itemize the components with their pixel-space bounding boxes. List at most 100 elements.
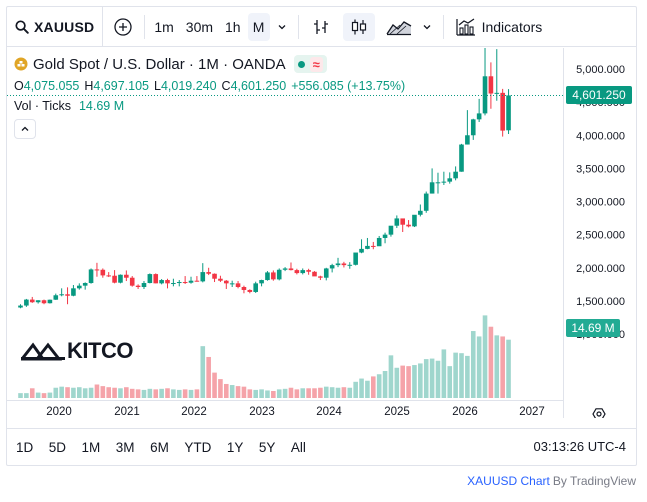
volume-bar — [294, 389, 300, 398]
volume-bar — [306, 388, 311, 398]
y-axis-tick-label: 1,500.000 — [576, 296, 625, 308]
volume-bar — [94, 384, 100, 398]
candle-body — [271, 272, 276, 280]
candle-body — [418, 210, 423, 215]
collapse-legend-button[interactable] — [14, 119, 36, 139]
compare-button[interactable] — [108, 13, 138, 41]
market-open-dot-icon — [297, 60, 305, 68]
interval-1m[interactable]: 1m — [154, 18, 174, 35]
chevron-down-icon — [278, 24, 286, 29]
volume-bar — [465, 355, 470, 398]
volume-bar — [459, 353, 464, 398]
volume-bar — [53, 387, 59, 398]
y-axis-tick-label: 3,000.000 — [576, 197, 625, 209]
interval-month[interactable]: M — [247, 12, 270, 41]
top-toolbar: XAUUSD 1m 30m 1h M — [7, 7, 636, 47]
interval-dropdown[interactable] — [272, 13, 292, 41]
volume-bar — [206, 356, 211, 398]
volume-bar — [288, 387, 294, 398]
candle-body — [341, 263, 347, 266]
candle-body — [323, 268, 329, 278]
volume-bar — [376, 374, 382, 398]
candle-body — [176, 282, 182, 284]
candle-body — [435, 182, 441, 184]
volume-bar — [88, 387, 94, 398]
y-axis-tick-label: 4,000.000 — [576, 130, 625, 142]
volume-bar — [259, 389, 264, 398]
range-5d[interactable]: 5D — [48, 440, 67, 455]
candle-body — [253, 283, 258, 292]
range-5y[interactable]: 5Y — [258, 440, 276, 455]
volume-bar — [435, 360, 441, 398]
range-all[interactable]: All — [290, 440, 306, 455]
candle-body — [188, 280, 194, 283]
candle-body — [47, 299, 53, 304]
candle-body — [147, 274, 153, 284]
volume-label: Vol · Ticks — [14, 99, 71, 113]
interval-30m[interactable]: 30m — [185, 18, 214, 35]
tradingview-credit: By TradingView — [552, 474, 636, 488]
candle-body — [159, 280, 164, 284]
range-ytd[interactable]: YTD — [184, 440, 212, 455]
bars-icon — [313, 19, 328, 34]
candle-body — [294, 270, 300, 274]
range-1d[interactable]: 1D — [16, 440, 34, 455]
range-1y[interactable]: 1Y — [226, 440, 244, 455]
candle-body — [106, 275, 111, 277]
indicators-button[interactable]: Indicators — [450, 13, 548, 41]
symbol-search-button[interactable]: XAUUSD — [7, 7, 104, 47]
candle-body — [359, 248, 364, 253]
chevron-down-icon — [423, 24, 431, 29]
range-3m[interactable]: 3M — [115, 440, 135, 455]
volume-bar — [300, 388, 306, 398]
volume-bar — [441, 349, 447, 398]
candle-body — [465, 135, 470, 145]
area-chart-type-button[interactable] — [381, 13, 417, 41]
settings-gear-icon[interactable] — [592, 408, 606, 420]
bar-chart-type-button[interactable] — [307, 13, 335, 41]
candle-body — [400, 218, 405, 225]
candle-body — [165, 280, 170, 284]
area-icon — [386, 20, 411, 35]
candle-body — [247, 289, 253, 292]
kitco-logo-icon — [21, 342, 65, 361]
volume-bar — [347, 387, 353, 398]
symbol-title: Gold Spot / U.S. Dollar · 1M · OANDA — [33, 55, 286, 73]
candle-body — [459, 144, 464, 172]
open-label: O — [14, 79, 24, 93]
volume-bar — [482, 315, 488, 398]
candle-body — [441, 181, 447, 183]
market-status-badge[interactable]: ≈ — [293, 55, 327, 73]
range-6m[interactable]: 6M — [150, 440, 169, 455]
volume-bar — [147, 388, 153, 398]
volume-bar — [41, 393, 47, 398]
chart-type-dropdown[interactable] — [417, 13, 437, 41]
candle-body — [200, 272, 206, 282]
candle-body — [412, 214, 417, 227]
candle-body — [394, 218, 400, 226]
chart-pane[interactable]: 6,000.0005,500.0005,000.0004,500.0004,00… — [7, 7, 636, 420]
gold-coin-icon — [14, 57, 28, 71]
candle-chart-type-button[interactable] — [342, 12, 375, 41]
candle-body — [100, 269, 106, 276]
volume-bar — [447, 366, 453, 398]
volume-bar — [265, 390, 270, 398]
range-1m[interactable]: 1M — [81, 440, 101, 455]
volume-bar — [112, 387, 117, 398]
gear-outline — [592, 408, 606, 420]
candle-body — [259, 280, 264, 284]
symbol-chart-link[interactable]: XAUUSD Chart — [467, 474, 550, 488]
candle-body — [376, 237, 382, 247]
candle-body — [470, 119, 476, 136]
candle-body — [423, 193, 429, 211]
interval-1h[interactable]: 1h — [225, 18, 241, 35]
attribution: XAUUSD Chart By TradingView — [467, 474, 636, 488]
high-label: H — [84, 79, 94, 93]
candle-body — [94, 269, 100, 271]
candle-body — [347, 264, 353, 266]
timezone-clock[interactable]: 03:13:26 UTC-4 — [533, 439, 627, 454]
candle-body — [429, 182, 435, 194]
y-axis-tick-label: 3,500.000 — [576, 163, 625, 175]
candle-body — [182, 282, 188, 284]
candle-body — [71, 288, 76, 296]
